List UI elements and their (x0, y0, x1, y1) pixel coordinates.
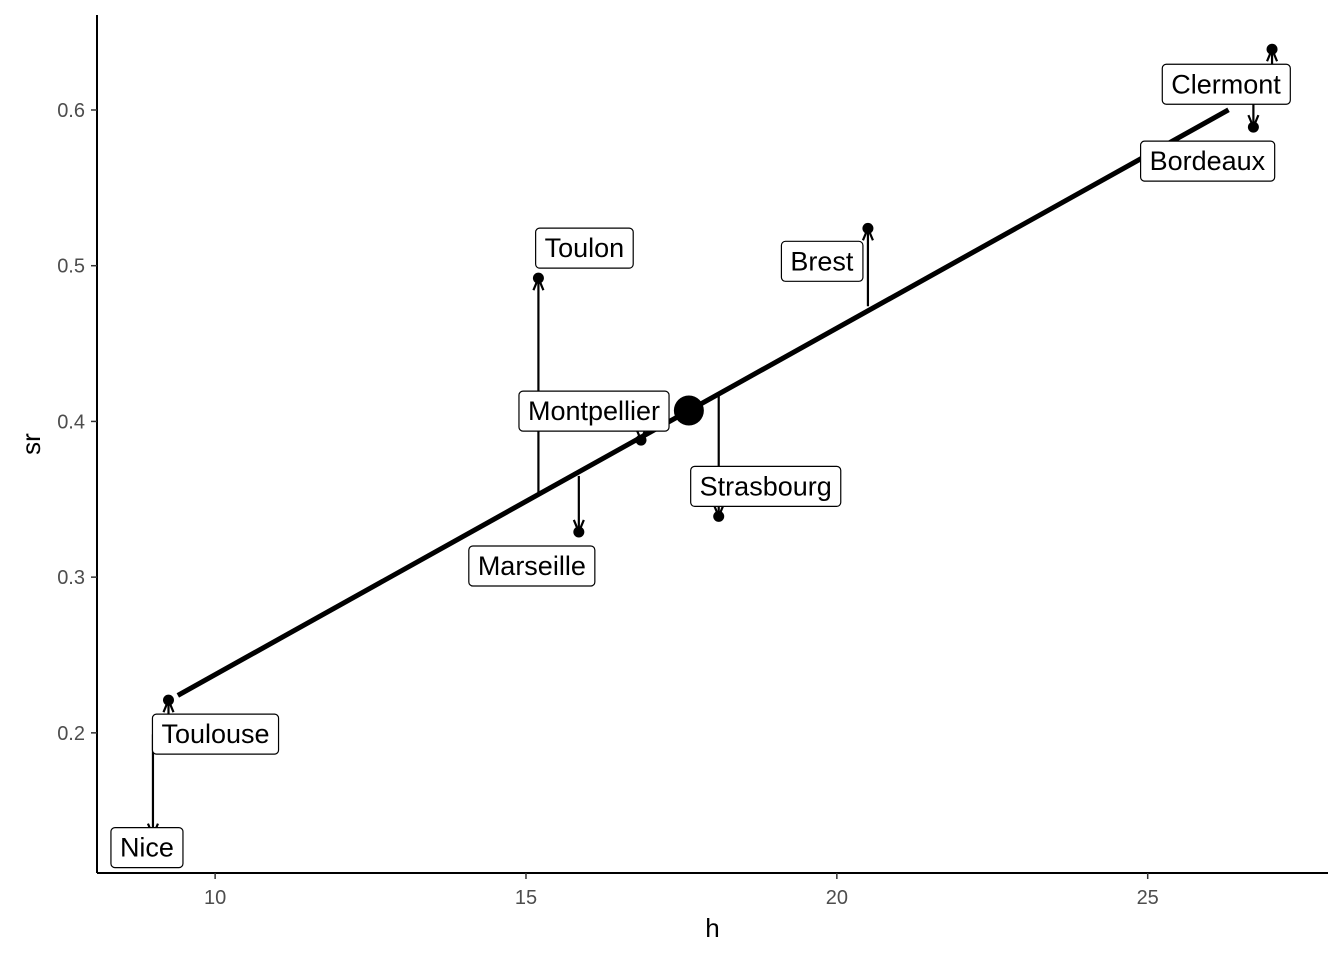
label-text: Strasbourg (700, 471, 832, 501)
x-axis-title: h (705, 913, 719, 943)
y-tick-label: 0.2 (57, 723, 85, 745)
point-brest (862, 222, 874, 234)
y-tick-label: 0.5 (57, 256, 85, 278)
label-text: Bordeaux (1150, 146, 1266, 176)
point-marseille (573, 526, 585, 538)
residual-arrows (146, 46, 1279, 839)
label-brest: Brest (780, 240, 864, 282)
label-strasbourg: Strasbourg (690, 465, 842, 508)
point-toulon (532, 272, 544, 284)
label-text: Brest (790, 246, 854, 276)
point-clermont (1266, 43, 1278, 55)
data-points (147, 43, 1278, 842)
label-text: Toulouse (161, 719, 269, 749)
point-bordeaux (1247, 121, 1259, 133)
label-text: Clermont (1171, 69, 1281, 99)
regression-line-layer (176, 107, 1230, 698)
regression-line (176, 107, 1230, 698)
y-axis-ticks: 0.2 0.3 0.4 0.5 0.6 (57, 100, 97, 745)
y-tick-label: 0.3 (57, 567, 85, 589)
label-text: Toulon (545, 233, 625, 263)
x-tick-label: 20 (826, 887, 848, 909)
residual-arrow-brest (861, 225, 874, 307)
x-tick-label: 10 (204, 887, 226, 909)
point-montpellier (635, 434, 647, 446)
point-strasbourg (713, 510, 725, 522)
y-tick-label: 0.6 (57, 100, 85, 122)
label-montpellier: Montpellier (518, 390, 670, 432)
point-toulouse (162, 694, 174, 706)
x-tick-label: 15 (515, 887, 537, 909)
label-text: Nice (120, 833, 174, 863)
residual-arrow-toulon (532, 275, 545, 495)
label-text: Marseille (478, 551, 586, 581)
label-nice: Nice (110, 827, 184, 869)
label-bordeaux: Bordeaux (1139, 140, 1276, 182)
y-tick-label: 0.4 (57, 411, 85, 433)
y-axis-title: sr (16, 433, 46, 455)
label-toulon: Toulon (535, 227, 634, 269)
label-text: Montpellier (528, 396, 660, 426)
label-toulouse: Toulouse (151, 713, 280, 755)
label-marseille: Marseille (468, 545, 596, 587)
x-tick-label: 25 (1137, 887, 1159, 909)
point-labels: Clermont Bordeaux Toulon Brest Montpellier St… (110, 63, 1291, 869)
residual-arrow-marseille (572, 475, 585, 535)
label-clermont: Clermont (1161, 63, 1291, 105)
x-axis-ticks: 10 15 20 25 (204, 873, 1159, 909)
axes: 10 15 20 25 0.2 0.3 0.4 0.5 0.6 h sr (16, 15, 1328, 943)
mean-point (673, 395, 704, 426)
